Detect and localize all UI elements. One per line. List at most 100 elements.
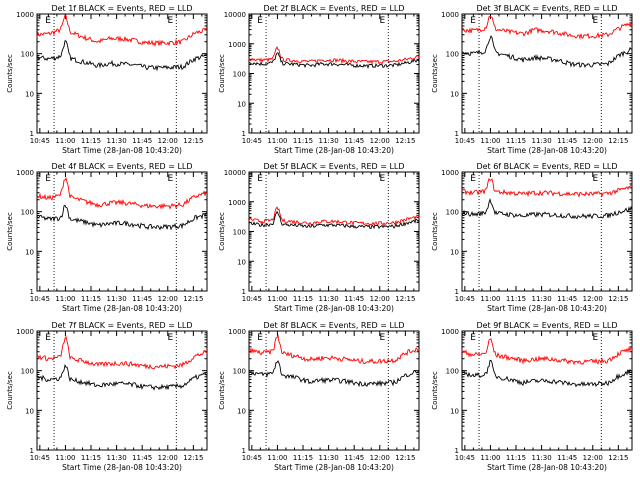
event-marker-label: E — [379, 174, 385, 184]
panel-det-9: Det 9f BLACK = Events, RED = LLD 1 10 100 10… — [431, 321, 633, 472]
y-tick-label: 100 — [446, 209, 459, 217]
y-tick-label: 10 — [25, 407, 34, 415]
y-tick-label: 1000 — [16, 169, 34, 177]
panel-title: Det 4f BLACK = Events, RED = LLD — [51, 162, 192, 171]
event-marker-label: E — [257, 16, 263, 26]
x-tick-label: 12:15 — [608, 454, 628, 462]
x-tick-label: 10:45 — [455, 295, 475, 303]
series-events-black — [461, 35, 633, 68]
series-events-black — [461, 197, 633, 220]
y-axis-label: Counts/sec — [431, 212, 439, 251]
x-axis-label: Start Time (28-Jan-08 10:43:20) — [487, 463, 607, 472]
series-lld-red — [36, 14, 208, 48]
event-marker-label: E — [45, 16, 51, 26]
series-lld-red — [461, 16, 633, 40]
x-tick-label: 11:45 — [132, 454, 152, 462]
x-tick-label: 12:00 — [370, 295, 390, 303]
x-tick-label: 11:00 — [55, 454, 75, 462]
y-tick-label: 1000 — [441, 169, 459, 177]
x-tick-label: 11:30 — [532, 454, 552, 462]
y-tick-label: 100 — [233, 71, 246, 79]
x-tick-label: 12:00 — [370, 454, 390, 462]
x-tick-label: 12:00 — [370, 137, 390, 145]
series-events-black — [248, 52, 420, 69]
x-tick-label: 11:00 — [480, 454, 500, 462]
x-tick-label: 11:00 — [55, 137, 75, 145]
x-tick-label: 12:15 — [608, 295, 628, 303]
x-tick-label: 11:45 — [344, 295, 364, 303]
y-axis-label: Counts/sec — [6, 212, 14, 251]
y-tick-label: 1 — [30, 447, 34, 455]
plot-frame — [248, 13, 420, 134]
event-marker-label: E — [167, 16, 173, 26]
x-tick-label: 11:15 — [506, 137, 526, 145]
x-tick-label: 11:15 — [293, 295, 313, 303]
y-tick-label: 100 — [21, 209, 34, 217]
x-tick-label: 10:45 — [455, 454, 475, 462]
x-tick-label: 11:15 — [81, 137, 101, 145]
y-tick-label: 100 — [446, 51, 459, 59]
x-tick-label: 12:00 — [158, 295, 178, 303]
event-marker-label: E — [167, 174, 173, 184]
series-events-black — [36, 40, 208, 72]
x-tick-label: 10:45 — [242, 454, 262, 462]
panel-det-8: Det 8f BLACK = Events, RED = LLD 1 10 100 10… — [218, 321, 420, 472]
x-tick-label: 12:00 — [583, 137, 603, 145]
x-tick-label: 12:00 — [158, 137, 178, 145]
panel-det-1: Det 1f BLACK = Events, RED = LLD 1 10 100 10… — [6, 4, 208, 155]
y-tick-label: 100 — [233, 368, 246, 376]
x-tick-label: 12:15 — [395, 454, 415, 462]
y-axis-label: Counts/sec — [218, 212, 226, 251]
x-axis-label: Start Time (28-Jan-08 10:43:20) — [487, 146, 607, 155]
x-axis-label: Start Time (28-Jan-08 10:43:20) — [274, 146, 394, 155]
panel-title: Det 3f BLACK = Events, RED = LLD — [476, 4, 617, 13]
y-tick-label: 1000 — [441, 328, 459, 336]
series-lld-red — [248, 206, 420, 226]
x-axis-label: Start Time (28-Jan-08 10:43:20) — [274, 463, 394, 472]
plot-frame — [461, 171, 633, 292]
series-lld-red — [36, 176, 208, 210]
x-tick-label: 11:45 — [557, 137, 577, 145]
panel-title: Det 9f BLACK = Events, RED = LLD — [476, 321, 617, 330]
plot-frame — [248, 330, 420, 451]
x-tick-label: 11:15 — [506, 295, 526, 303]
x-tick-label: 11:15 — [293, 454, 313, 462]
x-tick-label: 11:30 — [107, 295, 127, 303]
x-tick-label: 11:30 — [107, 454, 127, 462]
x-tick-label: 12:15 — [395, 295, 415, 303]
y-axis-label: Counts/sec — [6, 54, 14, 93]
y-tick-label: 1 — [455, 130, 459, 138]
series-lld-red — [36, 335, 208, 370]
event-marker-label: E — [45, 174, 51, 184]
panel-det-6: Det 6f BLACK = Events, RED = LLD 1 10 100 10… — [431, 162, 633, 313]
event-marker-label: E — [257, 174, 263, 184]
series-lld-red — [248, 334, 420, 365]
x-tick-label: 10:45 — [30, 454, 50, 462]
y-tick-label: 10 — [25, 248, 34, 256]
x-tick-label: 12:15 — [395, 137, 415, 145]
x-tick-label: 11:00 — [480, 295, 500, 303]
x-tick-label: 11:00 — [267, 295, 287, 303]
x-tick-label: 10:45 — [30, 137, 50, 145]
y-axis-label: Counts/sec — [431, 54, 439, 93]
y-tick-label: 1 — [30, 130, 34, 138]
y-tick-label: 10 — [237, 100, 246, 108]
y-tick-label: 10 — [237, 258, 246, 266]
x-tick-label: 12:00 — [158, 454, 178, 462]
y-tick-label: 1 — [242, 130, 246, 138]
x-tick-label: 12:15 — [183, 454, 203, 462]
panel-title: Det 1f BLACK = Events, RED = LLD — [51, 4, 192, 13]
y-tick-label: 10 — [25, 90, 34, 98]
x-axis-label: Start Time (28-Jan-08 10:43:20) — [62, 304, 182, 313]
event-marker-label: E — [379, 333, 385, 343]
x-tick-label: 11:45 — [132, 295, 152, 303]
plot-frame — [36, 171, 208, 292]
x-tick-label: 11:00 — [55, 295, 75, 303]
plot-frame — [36, 330, 208, 451]
x-axis-label: Start Time (28-Jan-08 10:43:20) — [62, 463, 182, 472]
x-tick-label: 10:45 — [242, 295, 262, 303]
x-axis-label: Start Time (28-Jan-08 10:43:20) — [274, 304, 394, 313]
x-axis-label: Start Time (28-Jan-08 10:43:20) — [487, 304, 607, 313]
y-tick-label: 10000 — [224, 11, 246, 19]
x-tick-label: 11:15 — [506, 454, 526, 462]
